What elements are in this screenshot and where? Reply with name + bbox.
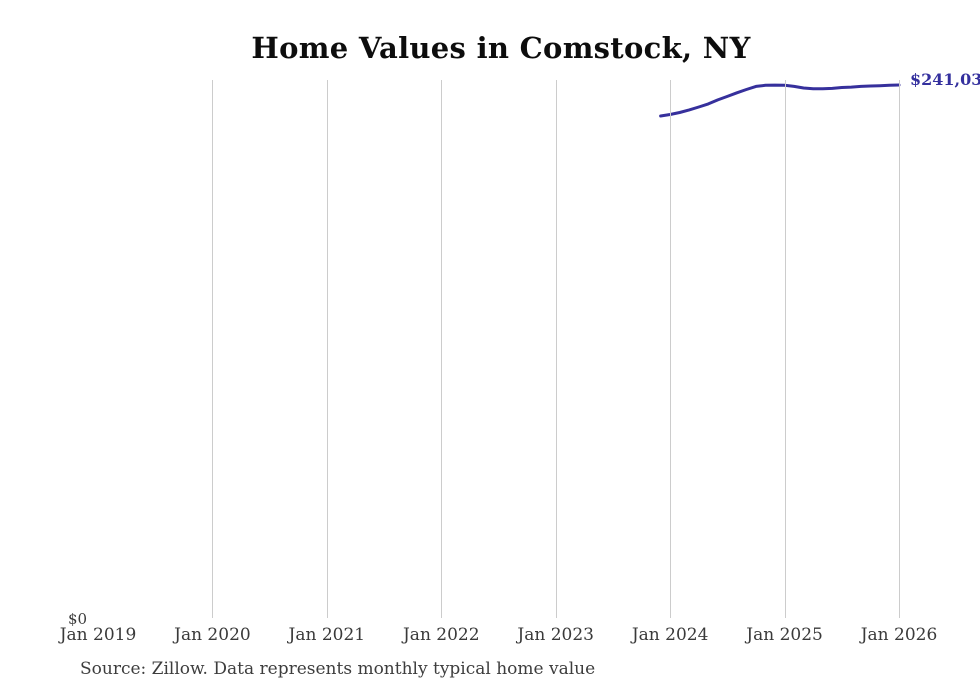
x-axis-tick-label: Jan 2021 <box>288 625 366 645</box>
y-axis-zero-label: $0 <box>68 610 88 628</box>
gridline <box>212 80 214 618</box>
x-axis-tick-label: Jan 2024 <box>631 625 709 645</box>
x-axis-tick-label: Jan 2023 <box>517 625 594 645</box>
gridline <box>555 80 557 618</box>
gridline <box>670 80 672 618</box>
x-axis-tick-label: Jan 2019 <box>59 625 137 645</box>
gridline <box>326 80 328 618</box>
x-axis-tick-label: Jan 2026 <box>860 625 938 645</box>
chart-title: Home Values in Comstock, NY <box>251 31 751 65</box>
x-axis-tick-label: Jan 2020 <box>174 625 251 645</box>
latest-value-label: $241,033 <box>910 70 980 89</box>
gridline <box>441 80 443 618</box>
gridline <box>899 80 900 618</box>
source-note: Source: Zillow. Data represents monthly … <box>80 659 596 679</box>
home-value-line <box>659 83 901 118</box>
x-axis-tick-label: Jan 2022 <box>402 625 480 645</box>
gridline <box>784 80 786 618</box>
x-axis-tick-label: Jan 2025 <box>746 625 823 645</box>
